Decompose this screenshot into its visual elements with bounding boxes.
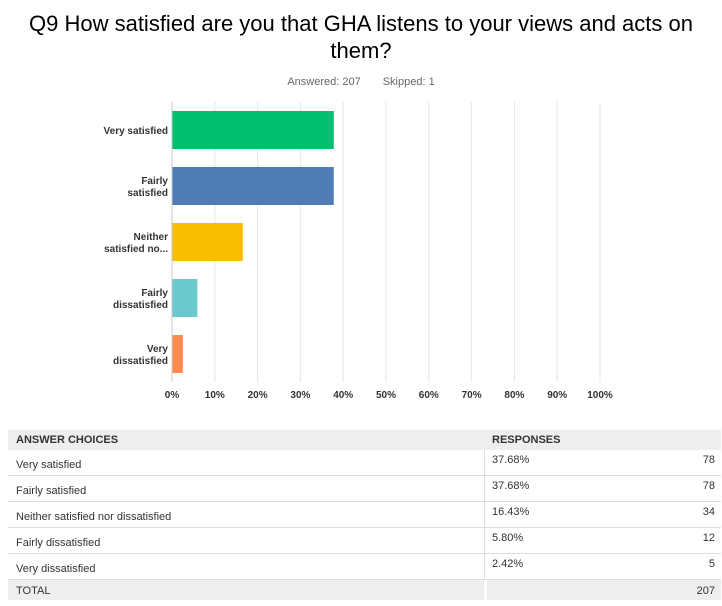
column-separator xyxy=(484,476,485,501)
x-tick-label: 40% xyxy=(333,390,353,401)
category-label: dissatisfied xyxy=(113,356,168,367)
total-label: TOTAL xyxy=(16,585,51,597)
answered-count: Answered: 207 xyxy=(287,76,361,88)
total-count: 207 xyxy=(696,585,715,597)
bar xyxy=(172,223,243,261)
response-stats: Answered: 207 Skipped: 1 xyxy=(0,76,722,88)
x-tick-label: 0% xyxy=(165,390,180,401)
row-percent: 37.68% xyxy=(492,454,530,466)
table-header: ANSWER CHOICES RESPONSES xyxy=(8,430,721,450)
row-count: 5 xyxy=(708,558,715,570)
row-percent: 16.43% xyxy=(492,506,530,518)
table-row: Neither satisfied nor dissatisfied 16.43%… xyxy=(8,502,721,528)
category-label: Fairly xyxy=(141,176,168,187)
column-separator xyxy=(484,502,485,527)
x-tick-label: 50% xyxy=(376,390,396,401)
x-tick-label: 70% xyxy=(462,390,482,401)
table-body: Very satisfied 37.68% 78 Fairly satisfied 37… xyxy=(8,450,721,580)
category-label: dissatisfied xyxy=(113,300,168,311)
question-title: Q9 How satisfied are you that GHA listen… xyxy=(29,11,693,63)
table-row: Very dissatisfied 2.42% 5 xyxy=(8,554,721,580)
header-answer-choices: ANSWER CHOICES xyxy=(16,434,119,446)
table-row: Fairly satisfied 37.68% 78 xyxy=(8,476,721,502)
x-tick-label: 90% xyxy=(547,390,567,401)
bar xyxy=(172,111,334,149)
row-count: 78 xyxy=(702,454,715,466)
row-percent: 37.68% xyxy=(492,480,530,492)
column-separator xyxy=(484,528,485,553)
category-label: Neither xyxy=(134,232,169,243)
row-count: 12 xyxy=(702,532,715,544)
bar-chart: 0% 10% 20% 30% 40% 50% 60% 70% 80% 90% 100% Very sa… xyxy=(104,102,613,401)
x-tick-label: 20% xyxy=(248,390,268,401)
table-total-row: TOTAL 207 xyxy=(8,580,721,600)
row-choice: Fairly dissatisfied xyxy=(16,537,101,549)
skipped-count: Skipped: 1 xyxy=(382,76,435,88)
x-tick-label: 60% xyxy=(419,390,439,401)
bar xyxy=(172,279,198,317)
row-percent: 5.80% xyxy=(492,532,524,544)
x-tick-label: 100% xyxy=(587,390,613,401)
row-percent: 2.42% xyxy=(492,558,524,570)
x-tick-label: 10% xyxy=(205,390,225,401)
category-label: Fairly xyxy=(141,288,168,299)
row-count: 78 xyxy=(702,480,715,492)
row-choice: Very dissatisfied xyxy=(16,563,96,575)
bar xyxy=(172,167,334,205)
responses-table: ANSWER CHOICES RESPONSES Very satisfied 3… xyxy=(8,430,721,600)
table-row: Fairly dissatisfied 5.80% 12 xyxy=(8,528,721,554)
table-row: Very satisfied 37.68% 78 xyxy=(8,450,721,476)
header-responses: RESPONSES xyxy=(492,434,561,446)
row-choice: Neither satisfied nor dissatisfied xyxy=(16,511,172,523)
category-label: satisfied xyxy=(127,188,168,199)
bar xyxy=(172,335,183,373)
column-separator xyxy=(484,554,485,579)
row-choice: Very satisfied xyxy=(16,459,82,471)
category-label: Very xyxy=(147,344,169,355)
row-count: 34 xyxy=(702,506,715,518)
x-tick-label: 30% xyxy=(290,390,310,401)
x-tick-label: 80% xyxy=(504,390,524,401)
category-label: Very satisfied xyxy=(104,126,168,137)
column-separator xyxy=(484,450,485,475)
category-label: satisfied no... xyxy=(104,244,168,255)
column-separator xyxy=(484,580,487,600)
row-choice: Fairly satisfied xyxy=(16,485,87,497)
